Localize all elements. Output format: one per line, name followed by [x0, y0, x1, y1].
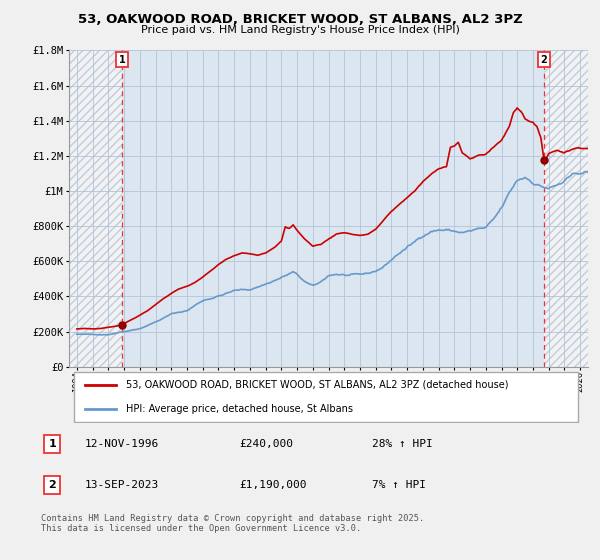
Text: Contains HM Land Registry data © Crown copyright and database right 2025.
This d: Contains HM Land Registry data © Crown c…: [41, 514, 424, 534]
Text: 2: 2: [541, 54, 547, 64]
Text: £1,190,000: £1,190,000: [240, 480, 307, 490]
Text: HPI: Average price, detached house, St Albans: HPI: Average price, detached house, St A…: [126, 404, 353, 414]
Bar: [544, 50, 588, 367]
Text: 1: 1: [48, 439, 56, 449]
Text: £240,000: £240,000: [240, 439, 294, 449]
Text: Price paid vs. HM Land Registry's House Price Index (HPI): Price paid vs. HM Land Registry's House …: [140, 25, 460, 35]
Text: 53, OAKWOOD ROAD, BRICKET WOOD, ST ALBANS, AL2 3PZ (detached house): 53, OAKWOOD ROAD, BRICKET WOOD, ST ALBAN…: [126, 380, 509, 390]
FancyBboxPatch shape: [74, 372, 578, 422]
Text: 53, OAKWOOD ROAD, BRICKET WOOD, ST ALBANS, AL2 3PZ: 53, OAKWOOD ROAD, BRICKET WOOD, ST ALBAN…: [77, 13, 523, 26]
Text: 1: 1: [119, 54, 125, 64]
Text: 13-SEP-2023: 13-SEP-2023: [85, 480, 160, 490]
Text: 2: 2: [48, 480, 56, 490]
Bar: [69, 50, 122, 367]
Text: 7% ↑ HPI: 7% ↑ HPI: [372, 480, 426, 490]
Text: 28% ↑ HPI: 28% ↑ HPI: [372, 439, 433, 449]
Text: 12-NOV-1996: 12-NOV-1996: [85, 439, 160, 449]
